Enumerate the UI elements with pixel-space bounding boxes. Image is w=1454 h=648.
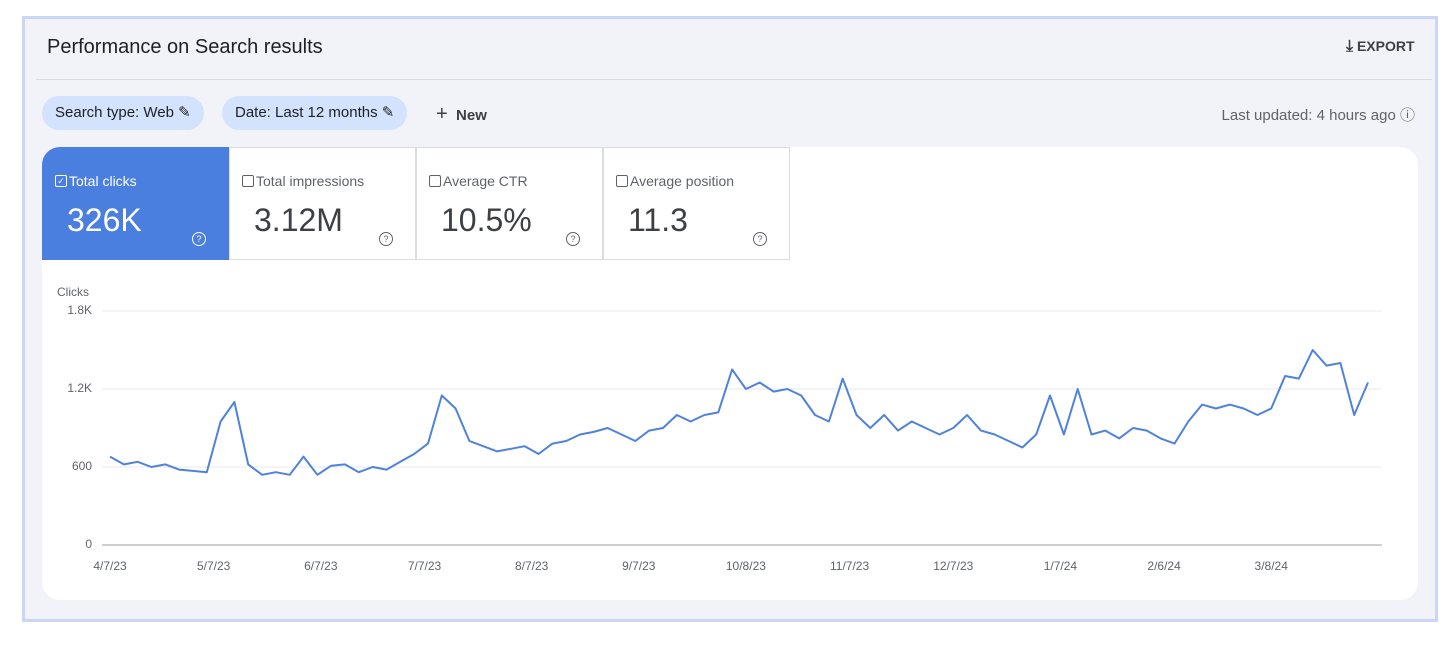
filter-chip[interactable]: Search type: Web ✎ (42, 96, 204, 130)
help-icon[interactable]: ? (753, 232, 767, 246)
export-label: EXPORT (1356, 38, 1415, 54)
metric-value: 11.3 (628, 202, 688, 238)
divider (36, 79, 1432, 80)
last-updated-text: Last updated: 4 hours ago (1221, 107, 1396, 124)
metric-tab[interactable]: Average CTR 10.5%? (416, 147, 603, 260)
x-tick-label: 11/7/23 (830, 559, 869, 573)
y-axis-label: Clicks (57, 285, 89, 299)
x-tick-label: 8/7/23 (515, 559, 549, 573)
x-tick-label: 7/7/23 (408, 559, 442, 573)
last-updated: Last updated: 4 hours ago ⓘ (1221, 107, 1415, 124)
x-tick-label: 3/8/24 (1255, 559, 1289, 573)
metric-label: Average position (630, 173, 735, 189)
checkbox[interactable]: ✓ (55, 175, 67, 187)
checkbox[interactable] (242, 175, 254, 187)
help-icon[interactable]: ? (379, 232, 393, 246)
metric-tab[interactable]: ✓ Total clicks 326K? (42, 147, 229, 260)
y-tick-label: 600 (72, 459, 92, 473)
filter-label: Search type: Web (55, 104, 174, 121)
metric-label: Total impressions (256, 173, 365, 189)
x-tick-label: 6/7/23 (304, 559, 338, 573)
y-tick-label: 1.2K (67, 381, 92, 395)
checkbox[interactable] (616, 175, 628, 187)
metric-label: Total clicks (69, 173, 137, 189)
x-tick-label: 10/8/23 (726, 559, 766, 573)
metric-label: Average CTR (443, 173, 528, 189)
y-tick-label: 0 (85, 537, 92, 551)
export-button[interactable]: ⤓ EXPORT (1346, 38, 1415, 55)
x-tick-label: 9/7/23 (622, 559, 656, 573)
metric-value: 10.5% (441, 202, 532, 238)
x-tick-label: 4/7/23 (93, 559, 127, 573)
metric-value: 326K (67, 202, 142, 238)
panel-title: Performance on Search results (47, 36, 323, 58)
metric-tab[interactable]: Total impressions 3.12M? (229, 147, 416, 260)
metric-tab[interactable]: Average position 11.3? (603, 147, 790, 260)
clicks-line (109, 349, 1369, 476)
help-icon[interactable]: ? (192, 232, 206, 246)
help-icon[interactable]: ? (566, 232, 580, 246)
y-tick-label: 1.8K (67, 303, 92, 317)
x-tick-label: 12/7/23 (933, 559, 973, 573)
metric-value: 3.12M (254, 202, 343, 238)
x-tick-label: 5/7/23 (197, 559, 231, 573)
filter-chip[interactable]: Date: Last 12 months ✎ (222, 96, 408, 130)
new-button[interactable]: + New (436, 103, 487, 125)
filter-label: Date: Last 12 months (235, 104, 378, 121)
checkbox[interactable] (429, 175, 441, 187)
new-label: New (456, 107, 487, 124)
x-tick-label: 2/6/24 (1147, 559, 1181, 573)
x-tick-label: 1/7/24 (1044, 559, 1078, 573)
